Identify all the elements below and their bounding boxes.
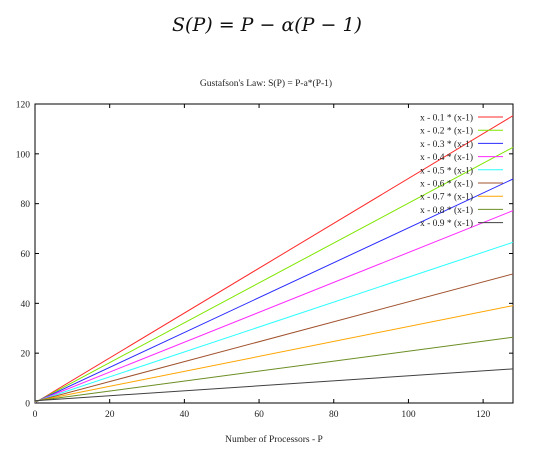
legend-label-7: x - 0.7 * (x-1) (420, 192, 473, 203)
x-tick-label: 40 (180, 410, 190, 420)
x-tick-label: 0 (33, 410, 38, 420)
y-tick-label: 100 (16, 150, 31, 160)
y-tick-label: 0 (25, 400, 30, 410)
y-tick-label: 60 (21, 250, 31, 260)
x-tick-label: 60 (254, 410, 264, 420)
x-tick-label: 80 (329, 410, 339, 420)
legend-label-6: x - 0.6 * (x-1) (420, 179, 473, 190)
x-tick-label: 120 (476, 410, 491, 420)
series-line-7 (34, 305, 514, 402)
legend-label-9: x - 0.9 * (x-1) (420, 218, 473, 229)
legend-label-3: x - 0.3 * (x-1) (420, 139, 473, 150)
y-tick-label: 80 (21, 200, 31, 210)
series-line-9 (34, 368, 514, 402)
chart-title: Gustafson's Law: S(P) = P-a*(P-1) (200, 78, 332, 89)
legend-label-4: x - 0.4 * (x-1) (420, 152, 473, 163)
x-tick-label: 20 (105, 410, 115, 420)
formula-heading: S(P) = P − α(P − 1) (172, 14, 362, 36)
legend-label-8: x - 0.8 * (x-1) (420, 205, 473, 216)
legend-label-5: x - 0.5 * (x-1) (420, 165, 473, 176)
series-line-4 (34, 210, 514, 403)
series-line-2 (34, 146, 514, 403)
legend-label-2: x - 0.2 * (x-1) (420, 126, 473, 137)
x-axis-label: Number of Processors - P (225, 434, 323, 445)
series-line-3 (34, 178, 514, 403)
y-tick-label: 20 (21, 350, 31, 360)
series-line-5 (34, 241, 514, 403)
y-tick-label: 40 (21, 300, 31, 310)
x-tick-label: 100 (401, 410, 416, 420)
y-tick-label: 120 (16, 101, 31, 111)
series-line-1 (34, 115, 514, 404)
series-line-8 (34, 336, 514, 402)
series-line-6 (34, 273, 514, 402)
legend-label-1: x - 0.1 * (x-1) (420, 113, 473, 124)
